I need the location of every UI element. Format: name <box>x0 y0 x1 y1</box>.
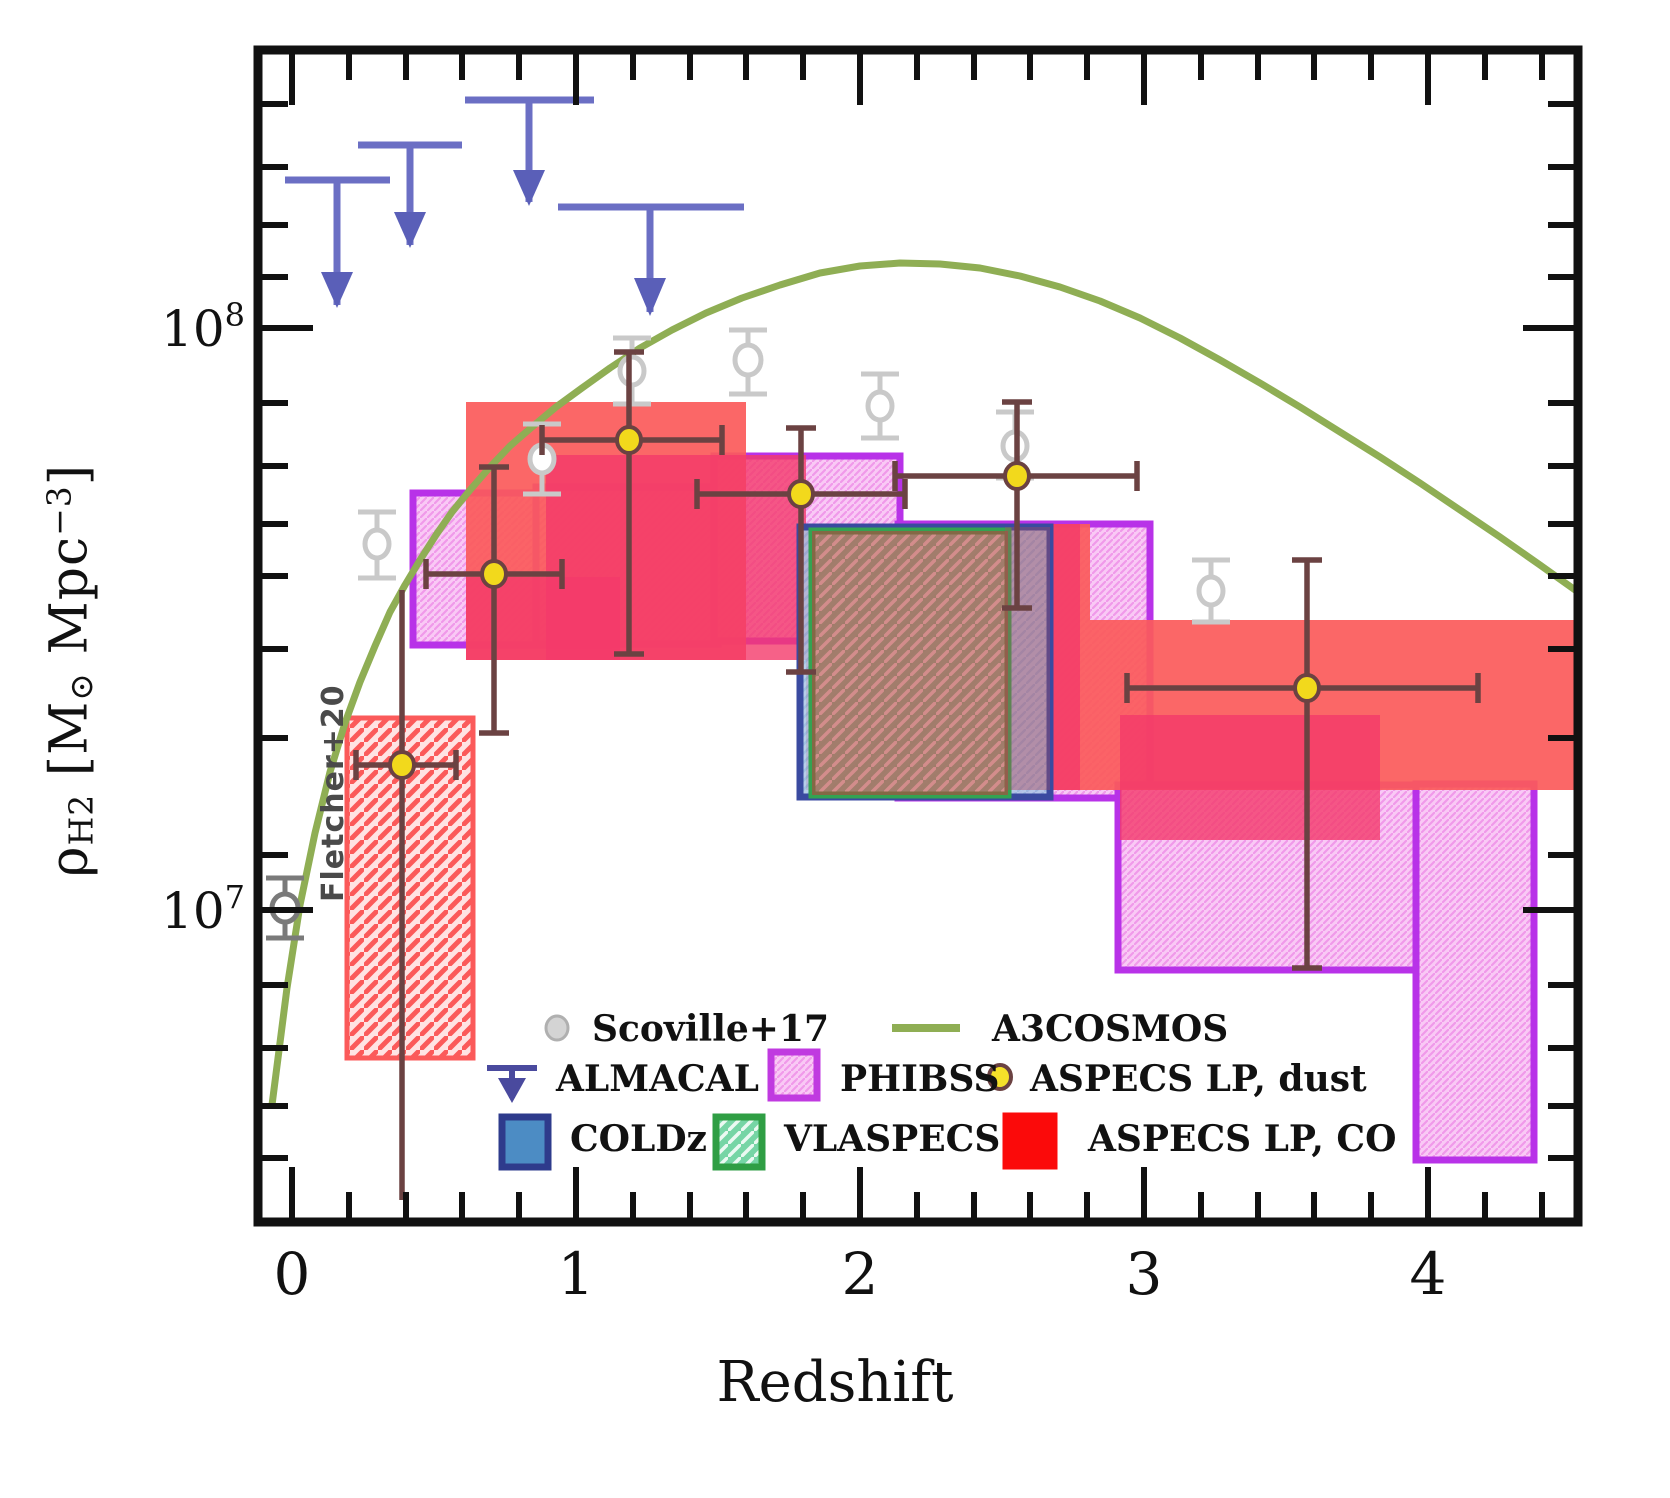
legend-label-almacal[interactable]: ALMACAL <box>556 1058 759 1100</box>
x-tick-label-0: 0 <box>273 1240 311 1308</box>
legend-label-scoville17[interactable]: Scoville+17 <box>592 1008 830 1050</box>
y-axis-title-rho: ρ <box>39 845 100 878</box>
y-tick-exponent: 8 <box>224 296 245 334</box>
legend-label-a3cosmos[interactable]: A3COSMOS <box>992 1008 1229 1050</box>
y-axis-ticks <box>258 101 1578 1161</box>
y-tick-label-1e7: 107 <box>110 878 245 940</box>
x-tick-label-1: 1 <box>557 1240 595 1308</box>
legend-symbols <box>487 1014 1058 1171</box>
legend-label-vlaspecs[interactable]: VLASPECS <box>784 1118 1001 1160</box>
y-tick-mantissa: 10 <box>161 882 225 940</box>
series-aspecs-dust <box>353 349 1481 1200</box>
annotation-fletcher20: Fletcher+20 <box>316 684 351 902</box>
y-axis-title-sun: ⊙ <box>61 672 101 701</box>
y-axis-title-mpc: Mpc <box>39 535 100 673</box>
y-tick-label-1e8: 108 <box>110 296 245 358</box>
legend-label-coldz[interactable]: COLDz <box>570 1118 707 1160</box>
series-overlap-shading <box>812 527 1050 795</box>
y-axis-title-units-open: [M <box>39 700 100 794</box>
y-axis-title-close: ] <box>39 463 100 486</box>
y-axis-title-sub: H2 <box>61 793 101 846</box>
x-axis-title: Redshift <box>716 1350 954 1415</box>
y-tick-exponent: 7 <box>224 878 245 916</box>
y-tick-mantissa: 10 <box>161 300 225 358</box>
y-axis-title: ρH2 [M⊙ Mpc−3] <box>40 371 101 971</box>
x-tick-label-2: 2 <box>841 1240 879 1308</box>
x-tick-label-4: 4 <box>1409 1240 1447 1308</box>
legend-label-aspecs-lp-dust[interactable]: ASPECS LP, dust <box>1030 1058 1367 1100</box>
series-a3cosmos <box>268 259 1578 1109</box>
x-axis-ticks <box>289 50 1545 1222</box>
legend-label-phibss[interactable]: PHIBSS <box>840 1058 1000 1100</box>
y-axis-title-exp: −3 <box>39 485 79 536</box>
series-almacal <box>285 96 744 316</box>
legend-label-aspecs-lp-co[interactable]: ASPECS LP, CO <box>1088 1118 1397 1160</box>
x-tick-label-3: 3 <box>1125 1240 1163 1308</box>
